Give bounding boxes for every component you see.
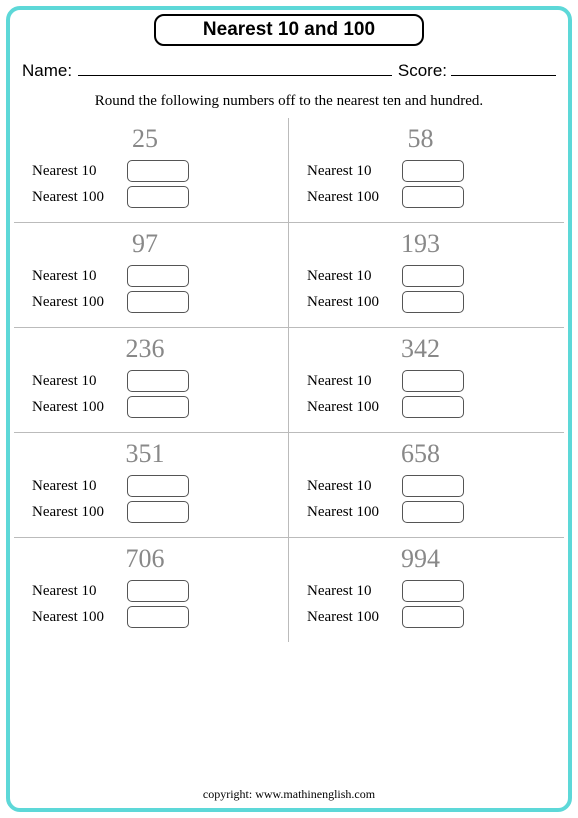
problem-cell: 97 Nearest 10 Nearest 100 bbox=[14, 223, 289, 327]
name-input-line[interactable] bbox=[78, 60, 392, 76]
problem-number: 236 bbox=[12, 334, 278, 364]
answer-box-10[interactable] bbox=[402, 580, 464, 602]
answer-box-100[interactable] bbox=[402, 501, 464, 523]
answer-box-10[interactable] bbox=[402, 475, 464, 497]
nearest-100-label: Nearest 100 bbox=[32, 294, 127, 311]
answer-line: Nearest 10 bbox=[307, 160, 554, 182]
answer-box-10[interactable] bbox=[127, 160, 189, 182]
answer-box-100[interactable] bbox=[402, 396, 464, 418]
answer-line: Nearest 10 bbox=[32, 580, 278, 602]
answer-line: Nearest 10 bbox=[307, 370, 554, 392]
nearest-100-label: Nearest 100 bbox=[32, 189, 127, 206]
problem-number: 658 bbox=[287, 439, 554, 469]
problem-number: 193 bbox=[287, 229, 554, 259]
problem-row: 97 Nearest 10 Nearest 100 193 Nearest 10… bbox=[14, 223, 564, 328]
problem-number: 351 bbox=[12, 439, 278, 469]
answer-box-100[interactable] bbox=[402, 606, 464, 628]
nearest-10-label: Nearest 10 bbox=[32, 478, 127, 495]
answer-box-10[interactable] bbox=[402, 370, 464, 392]
name-label: Name: bbox=[22, 61, 72, 81]
problem-cell: 25 Nearest 10 Nearest 100 bbox=[14, 118, 289, 222]
answer-line: Nearest 100 bbox=[307, 606, 554, 628]
problem-cell: 236 Nearest 10 Nearest 100 bbox=[14, 328, 289, 432]
answer-line: Nearest 100 bbox=[32, 186, 278, 208]
answer-line: Nearest 10 bbox=[307, 580, 554, 602]
answer-box-100[interactable] bbox=[402, 186, 464, 208]
problem-cell: 342 Nearest 10 Nearest 100 bbox=[289, 328, 564, 432]
nearest-100-label: Nearest 100 bbox=[307, 399, 402, 416]
answer-line: Nearest 10 bbox=[32, 160, 278, 182]
problem-cell: 193 Nearest 10 Nearest 100 bbox=[289, 223, 564, 327]
problem-cell: 658 Nearest 10 Nearest 100 bbox=[289, 433, 564, 537]
answer-line: Nearest 100 bbox=[32, 606, 278, 628]
answer-box-10[interactable] bbox=[127, 580, 189, 602]
problem-number: 25 bbox=[12, 124, 278, 154]
nearest-10-label: Nearest 10 bbox=[32, 373, 127, 390]
answer-box-10[interactable] bbox=[402, 160, 464, 182]
name-score-row: Name: Score: bbox=[14, 46, 564, 89]
worksheet-content: Nearest 10 and 100 Name: Score: Round th… bbox=[14, 14, 564, 804]
problem-cell: 58 Nearest 10 Nearest 100 bbox=[289, 118, 564, 222]
score-label: Score: bbox=[398, 61, 447, 81]
answer-box-100[interactable] bbox=[127, 186, 189, 208]
copyright-text: copyright: www.mathinenglish.com bbox=[14, 787, 564, 802]
nearest-100-label: Nearest 100 bbox=[307, 609, 402, 626]
nearest-10-label: Nearest 10 bbox=[307, 478, 402, 495]
answer-box-100[interactable] bbox=[402, 291, 464, 313]
answer-box-10[interactable] bbox=[402, 265, 464, 287]
nearest-100-label: Nearest 100 bbox=[307, 504, 402, 521]
answer-line: Nearest 100 bbox=[307, 291, 554, 313]
answer-line: Nearest 10 bbox=[307, 475, 554, 497]
problem-number: 994 bbox=[287, 544, 554, 574]
nearest-100-label: Nearest 100 bbox=[32, 609, 127, 626]
problem-number: 97 bbox=[12, 229, 278, 259]
nearest-100-label: Nearest 100 bbox=[32, 399, 127, 416]
nearest-100-label: Nearest 100 bbox=[307, 189, 402, 206]
answer-box-100[interactable] bbox=[127, 606, 189, 628]
problem-row: 351 Nearest 10 Nearest 100 658 Nearest 1… bbox=[14, 433, 564, 538]
answer-box-10[interactable] bbox=[127, 370, 189, 392]
nearest-10-label: Nearest 10 bbox=[307, 373, 402, 390]
nearest-10-label: Nearest 10 bbox=[307, 583, 402, 600]
answer-line: Nearest 100 bbox=[32, 396, 278, 418]
problem-number: 342 bbox=[287, 334, 554, 364]
nearest-100-label: Nearest 100 bbox=[32, 504, 127, 521]
problem-number: 706 bbox=[12, 544, 278, 574]
nearest-10-label: Nearest 10 bbox=[307, 163, 402, 180]
nearest-10-label: Nearest 10 bbox=[307, 268, 402, 285]
nearest-10-label: Nearest 10 bbox=[32, 268, 127, 285]
answer-line: Nearest 10 bbox=[32, 475, 278, 497]
answer-line: Nearest 10 bbox=[307, 265, 554, 287]
answer-line: Nearest 100 bbox=[307, 186, 554, 208]
answer-line: Nearest 100 bbox=[32, 501, 278, 523]
problem-row: 236 Nearest 10 Nearest 100 342 Nearest 1… bbox=[14, 328, 564, 433]
problem-row: 25 Nearest 10 Nearest 100 58 Nearest 10 … bbox=[14, 118, 564, 223]
answer-box-100[interactable] bbox=[127, 291, 189, 313]
nearest-100-label: Nearest 100 bbox=[307, 294, 402, 311]
answer-line: Nearest 100 bbox=[32, 291, 278, 313]
answer-line: Nearest 10 bbox=[32, 370, 278, 392]
answer-box-100[interactable] bbox=[127, 501, 189, 523]
problem-cell: 706 Nearest 10 Nearest 100 bbox=[14, 538, 289, 642]
problem-row: 706 Nearest 10 Nearest 100 994 Nearest 1… bbox=[14, 538, 564, 642]
answer-line: Nearest 10 bbox=[32, 265, 278, 287]
answer-line: Nearest 100 bbox=[307, 501, 554, 523]
problem-number: 58 bbox=[287, 124, 554, 154]
answer-line: Nearest 100 bbox=[307, 396, 554, 418]
nearest-10-label: Nearest 10 bbox=[32, 163, 127, 180]
instruction-text: Round the following numbers off to the n… bbox=[14, 89, 564, 118]
problem-grid: 25 Nearest 10 Nearest 100 58 Nearest 10 … bbox=[14, 118, 564, 642]
problem-cell: 994 Nearest 10 Nearest 100 bbox=[289, 538, 564, 642]
nearest-10-label: Nearest 10 bbox=[32, 583, 127, 600]
problem-cell: 351 Nearest 10 Nearest 100 bbox=[14, 433, 289, 537]
answer-box-10[interactable] bbox=[127, 475, 189, 497]
answer-box-100[interactable] bbox=[127, 396, 189, 418]
worksheet-title: Nearest 10 and 100 bbox=[154, 14, 424, 46]
answer-box-10[interactable] bbox=[127, 265, 189, 287]
score-input-line[interactable] bbox=[451, 60, 556, 76]
